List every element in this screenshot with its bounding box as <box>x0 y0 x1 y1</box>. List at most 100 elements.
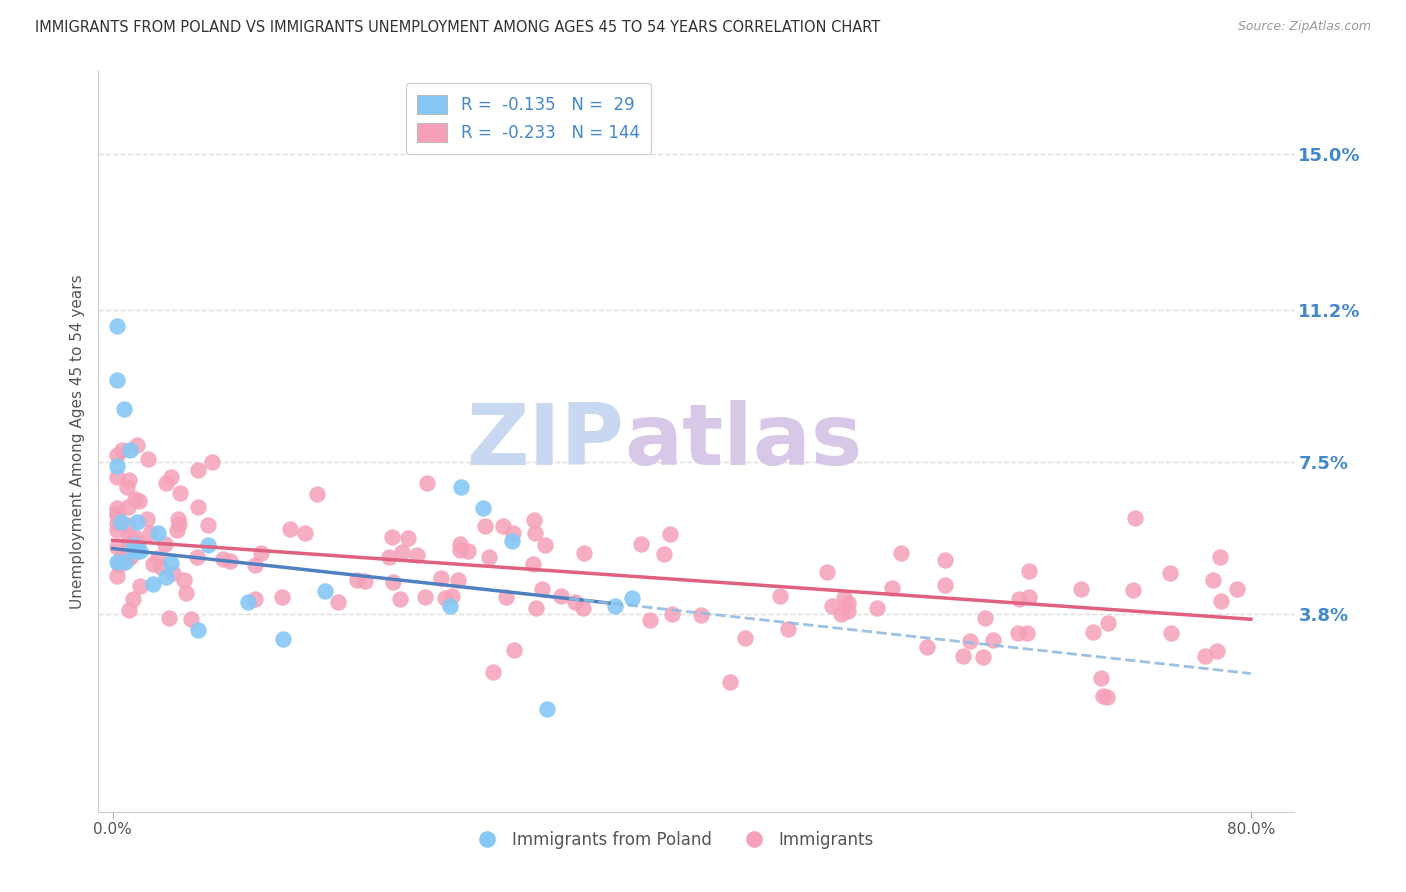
Point <box>734 631 756 645</box>
Point <box>934 553 956 567</box>
Point <box>638 613 661 627</box>
Point <box>250 546 273 560</box>
Point <box>110 551 132 566</box>
Point <box>718 675 741 690</box>
Point <box>1070 582 1092 596</box>
Text: ZIP: ZIP <box>467 400 624 483</box>
Point <box>1018 564 1040 578</box>
Point <box>434 591 457 606</box>
Point <box>449 543 471 558</box>
Point <box>450 479 472 493</box>
Point <box>118 473 141 487</box>
Point <box>959 634 981 648</box>
Point <box>880 581 903 595</box>
Point <box>1159 566 1181 580</box>
Point <box>1122 582 1144 597</box>
Point <box>142 557 165 571</box>
Point <box>502 526 524 541</box>
Point <box>574 546 596 560</box>
Point <box>149 559 172 574</box>
Point <box>1091 689 1114 703</box>
Point <box>381 530 404 544</box>
Point <box>1209 549 1232 564</box>
Point <box>121 591 143 606</box>
Point <box>815 565 838 579</box>
Point <box>531 582 554 596</box>
Point <box>197 517 219 532</box>
Point <box>129 544 152 558</box>
Point <box>1205 643 1227 657</box>
Point <box>162 566 184 580</box>
Point <box>139 526 162 541</box>
Point <box>187 623 209 637</box>
Point <box>447 573 470 587</box>
Point <box>105 540 128 554</box>
Point <box>105 506 128 520</box>
Point <box>307 486 329 500</box>
Point <box>621 591 644 605</box>
Point <box>413 590 436 604</box>
Point <box>105 458 128 473</box>
Point <box>449 537 471 551</box>
Point <box>169 486 191 500</box>
Point <box>406 548 429 562</box>
Point <box>1194 648 1216 663</box>
Point <box>122 538 145 552</box>
Point <box>201 455 224 469</box>
Point <box>1008 592 1031 607</box>
Point <box>118 442 141 457</box>
Point <box>120 549 142 563</box>
Point <box>187 500 209 515</box>
Point <box>952 648 974 663</box>
Point <box>212 552 235 566</box>
Point <box>837 596 859 610</box>
Point <box>1090 672 1112 686</box>
Point <box>474 518 496 533</box>
Point <box>491 518 513 533</box>
Point <box>166 512 188 526</box>
Point <box>1017 625 1039 640</box>
Point <box>105 523 128 537</box>
Point <box>142 576 165 591</box>
Point <box>659 527 682 541</box>
Point <box>1081 625 1104 640</box>
Point <box>127 544 149 558</box>
Point <box>105 470 128 484</box>
Point <box>159 557 181 571</box>
Point <box>187 463 209 477</box>
Point <box>146 551 169 566</box>
Point <box>430 572 453 586</box>
Point <box>105 373 128 387</box>
Point <box>243 592 266 607</box>
Point <box>238 595 260 609</box>
Point <box>180 612 202 626</box>
Point <box>114 555 136 569</box>
Point <box>1095 690 1118 705</box>
Point <box>105 516 128 530</box>
Point <box>105 555 128 569</box>
Point <box>111 442 134 457</box>
Point <box>105 501 128 516</box>
Point <box>110 515 132 529</box>
Point <box>174 585 197 599</box>
Point <box>972 649 994 664</box>
Point <box>1007 626 1029 640</box>
Point <box>271 632 294 646</box>
Point <box>457 543 479 558</box>
Point <box>441 590 464 604</box>
Point <box>245 558 267 572</box>
Point <box>477 549 499 564</box>
Point <box>439 599 461 613</box>
Point <box>391 545 413 559</box>
Point <box>271 590 294 604</box>
Point <box>115 480 138 494</box>
Point <box>118 603 141 617</box>
Point <box>112 401 135 416</box>
Point <box>536 702 558 716</box>
Point <box>866 600 889 615</box>
Point <box>830 607 852 622</box>
Point <box>314 583 336 598</box>
Point <box>136 452 159 467</box>
Point <box>105 508 128 522</box>
Point <box>652 547 675 561</box>
